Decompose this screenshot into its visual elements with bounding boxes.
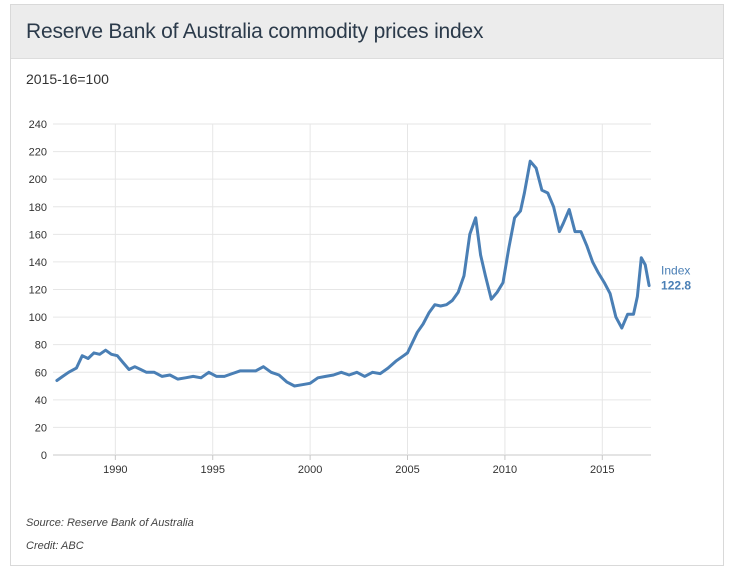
y-tick-label: 40 bbox=[35, 395, 47, 407]
y-tick-label: 100 bbox=[29, 312, 47, 324]
y-axis-ticks: 0 20 40 60 80 100 120 140 160 180 200 220 240 bbox=[29, 119, 47, 462]
series-layer bbox=[55, 159, 651, 388]
x-tick-label: 2005 bbox=[395, 464, 419, 476]
y-tick-label: 160 bbox=[29, 229, 47, 241]
y-tick-label: 120 bbox=[29, 285, 47, 297]
y-tick-label: 20 bbox=[35, 422, 47, 434]
credit-note: Credit: ABC bbox=[26, 540, 84, 552]
x-tick-label: 1990 bbox=[103, 464, 127, 476]
series-line-index bbox=[55, 159, 651, 388]
series-name-label: Index bbox=[661, 264, 690, 278]
chart-card: Reserve Bank of Australia commodity pric… bbox=[10, 4, 724, 566]
y-tick-label: 240 bbox=[29, 119, 47, 131]
y-tick-label: 140 bbox=[29, 257, 47, 269]
y-tick-label: 80 bbox=[35, 340, 47, 352]
grid-lines bbox=[53, 123, 651, 456]
x-tick-label: 2015 bbox=[590, 464, 614, 476]
chart-title: Reserve Bank of Australia commodity pric… bbox=[26, 20, 484, 43]
x-tick-label: 2000 bbox=[298, 464, 322, 476]
series-last-value-label: 122.8 bbox=[661, 279, 691, 293]
x-tick-label: 2010 bbox=[493, 464, 517, 476]
source-note: Source: Reserve Bank of Australia bbox=[26, 517, 194, 529]
chart-subtitle: 2015-16=100 bbox=[26, 71, 109, 87]
y-tick-label: 180 bbox=[29, 202, 47, 214]
y-tick-label: 60 bbox=[35, 367, 47, 379]
x-tick-label: 1995 bbox=[200, 464, 224, 476]
x-axis-ticks: 1990 1995 2000 2005 2010 2015 bbox=[103, 455, 615, 476]
chart-header: Reserve Bank of Australia commodity pric… bbox=[11, 5, 723, 59]
y-tick-label: 200 bbox=[29, 174, 47, 186]
y-tick-label: 220 bbox=[29, 147, 47, 159]
y-tick-label: 0 bbox=[41, 450, 47, 462]
